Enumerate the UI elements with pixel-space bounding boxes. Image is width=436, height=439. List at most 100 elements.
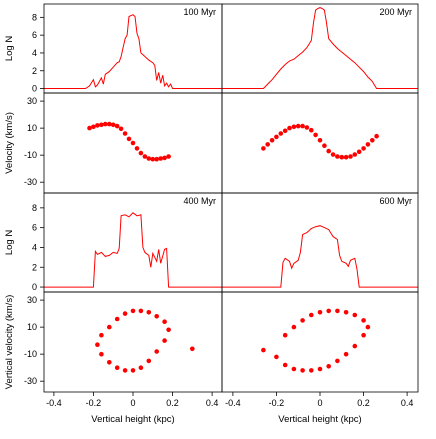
scatter-point (118, 126, 124, 132)
scatter-point (352, 343, 358, 349)
scatter-point (130, 308, 136, 314)
panel-frame (43, 192, 223, 293)
scatter-point (326, 148, 332, 154)
scatter-point (282, 332, 288, 338)
x-axis-title: Vertical height (kpc) (91, 414, 174, 425)
scatter-point (95, 342, 100, 348)
x-axis-title: Vertical height (kpc) (278, 414, 361, 425)
histogram-line (222, 225, 418, 288)
scatter-point (274, 134, 279, 140)
scatter-point (374, 133, 379, 139)
x-tick-label: -0.4 (225, 398, 241, 408)
scatter-point (343, 310, 349, 315)
y-tick-label: 4 (32, 242, 37, 252)
scatter-point (309, 368, 314, 373)
scatter-point (282, 128, 288, 134)
scatter-point (287, 125, 292, 131)
scatter-point (317, 310, 323, 315)
y-tick-label: 0 (32, 282, 37, 292)
scatter-point (146, 156, 152, 161)
scatter-point (361, 332, 366, 338)
scatter-point (269, 138, 275, 143)
scatter-point (114, 123, 120, 129)
histogram-line (222, 7, 418, 89)
scatter-point (348, 154, 353, 159)
x-tick-label: -0.2 (86, 398, 102, 408)
scatter-point (162, 155, 167, 161)
scatter-point (261, 347, 266, 353)
scatter-point (122, 368, 128, 373)
scatter-point (309, 312, 314, 318)
scatter-point (150, 156, 156, 162)
x-tick-label: 0.2 (357, 398, 370, 408)
scatter-point (166, 327, 171, 333)
scatter-point (361, 318, 366, 323)
scatter-point (107, 360, 112, 365)
scatter-point (158, 156, 163, 161)
y-tick-label: 2 (32, 262, 37, 272)
scatter-point (330, 152, 336, 157)
scatter-point (365, 142, 371, 147)
scatter-point (107, 324, 112, 330)
scatter-point (274, 354, 279, 360)
scatter-point (110, 122, 116, 128)
y-tick-label: -30 (24, 177, 37, 187)
x-tick-label: 0.2 (166, 398, 179, 408)
y-tick-label: 8 (32, 203, 37, 213)
scatter-point (114, 316, 120, 322)
scatter-point (91, 124, 96, 130)
x-tick-label: 0.4 (401, 398, 414, 408)
panel-label: 200 Myr (379, 7, 412, 17)
scatter-point (326, 364, 332, 369)
panel-frame (43, 291, 223, 393)
scatter-point (154, 156, 159, 162)
scatter-point (265, 142, 271, 147)
y-tick-label: -10 (24, 150, 37, 160)
scatter-point (291, 124, 297, 130)
scatter-point (317, 366, 323, 372)
scatter-point (99, 332, 104, 338)
scatter-point (122, 311, 128, 316)
panel-frame (221, 3, 419, 94)
scatter-point (146, 310, 152, 315)
scatter-point (95, 123, 100, 128)
panel-label: 600 Myr (379, 196, 412, 206)
scatter-point (291, 366, 297, 372)
y-tick-label: 10 (27, 322, 37, 332)
scatter-point (87, 125, 92, 131)
scatter-point (352, 152, 358, 157)
y-axis-title: Vertical velocity (km/s) (4, 295, 15, 390)
scatter-point (126, 136, 132, 142)
scatter-point (261, 146, 266, 151)
scatter-point (300, 368, 305, 373)
scatter-point (99, 351, 104, 357)
panel-label: 400 Myr (183, 196, 216, 206)
scatter-point (291, 324, 297, 330)
y-tick-label: -10 (24, 349, 37, 359)
scatter-point (339, 154, 345, 160)
scatter-point (370, 138, 375, 143)
panel-frame (221, 192, 419, 293)
y-axis-title: Log N (4, 230, 15, 255)
scatter-point (304, 125, 310, 130)
scatter-point (166, 154, 171, 159)
panel-frame (43, 3, 223, 94)
scatter-point (114, 365, 120, 371)
scatter-point (313, 132, 318, 138)
y-axis-title: Velocity (km/s) (4, 112, 15, 174)
y-tick-label: 4 (32, 48, 37, 58)
scatter-point (142, 154, 148, 159)
x-tick-label: 0.4 (206, 398, 219, 408)
scatter-point (356, 149, 362, 155)
panel-frame (221, 92, 419, 194)
histogram-line (44, 212, 222, 288)
y-tick-label: 2 (32, 66, 37, 76)
panel-frame (221, 291, 419, 393)
y-tick-label: -30 (24, 376, 37, 386)
y-tick-label: 6 (32, 223, 37, 233)
scatter-point (335, 308, 340, 314)
scatter-point (335, 358, 340, 364)
scatter-point (99, 122, 104, 128)
